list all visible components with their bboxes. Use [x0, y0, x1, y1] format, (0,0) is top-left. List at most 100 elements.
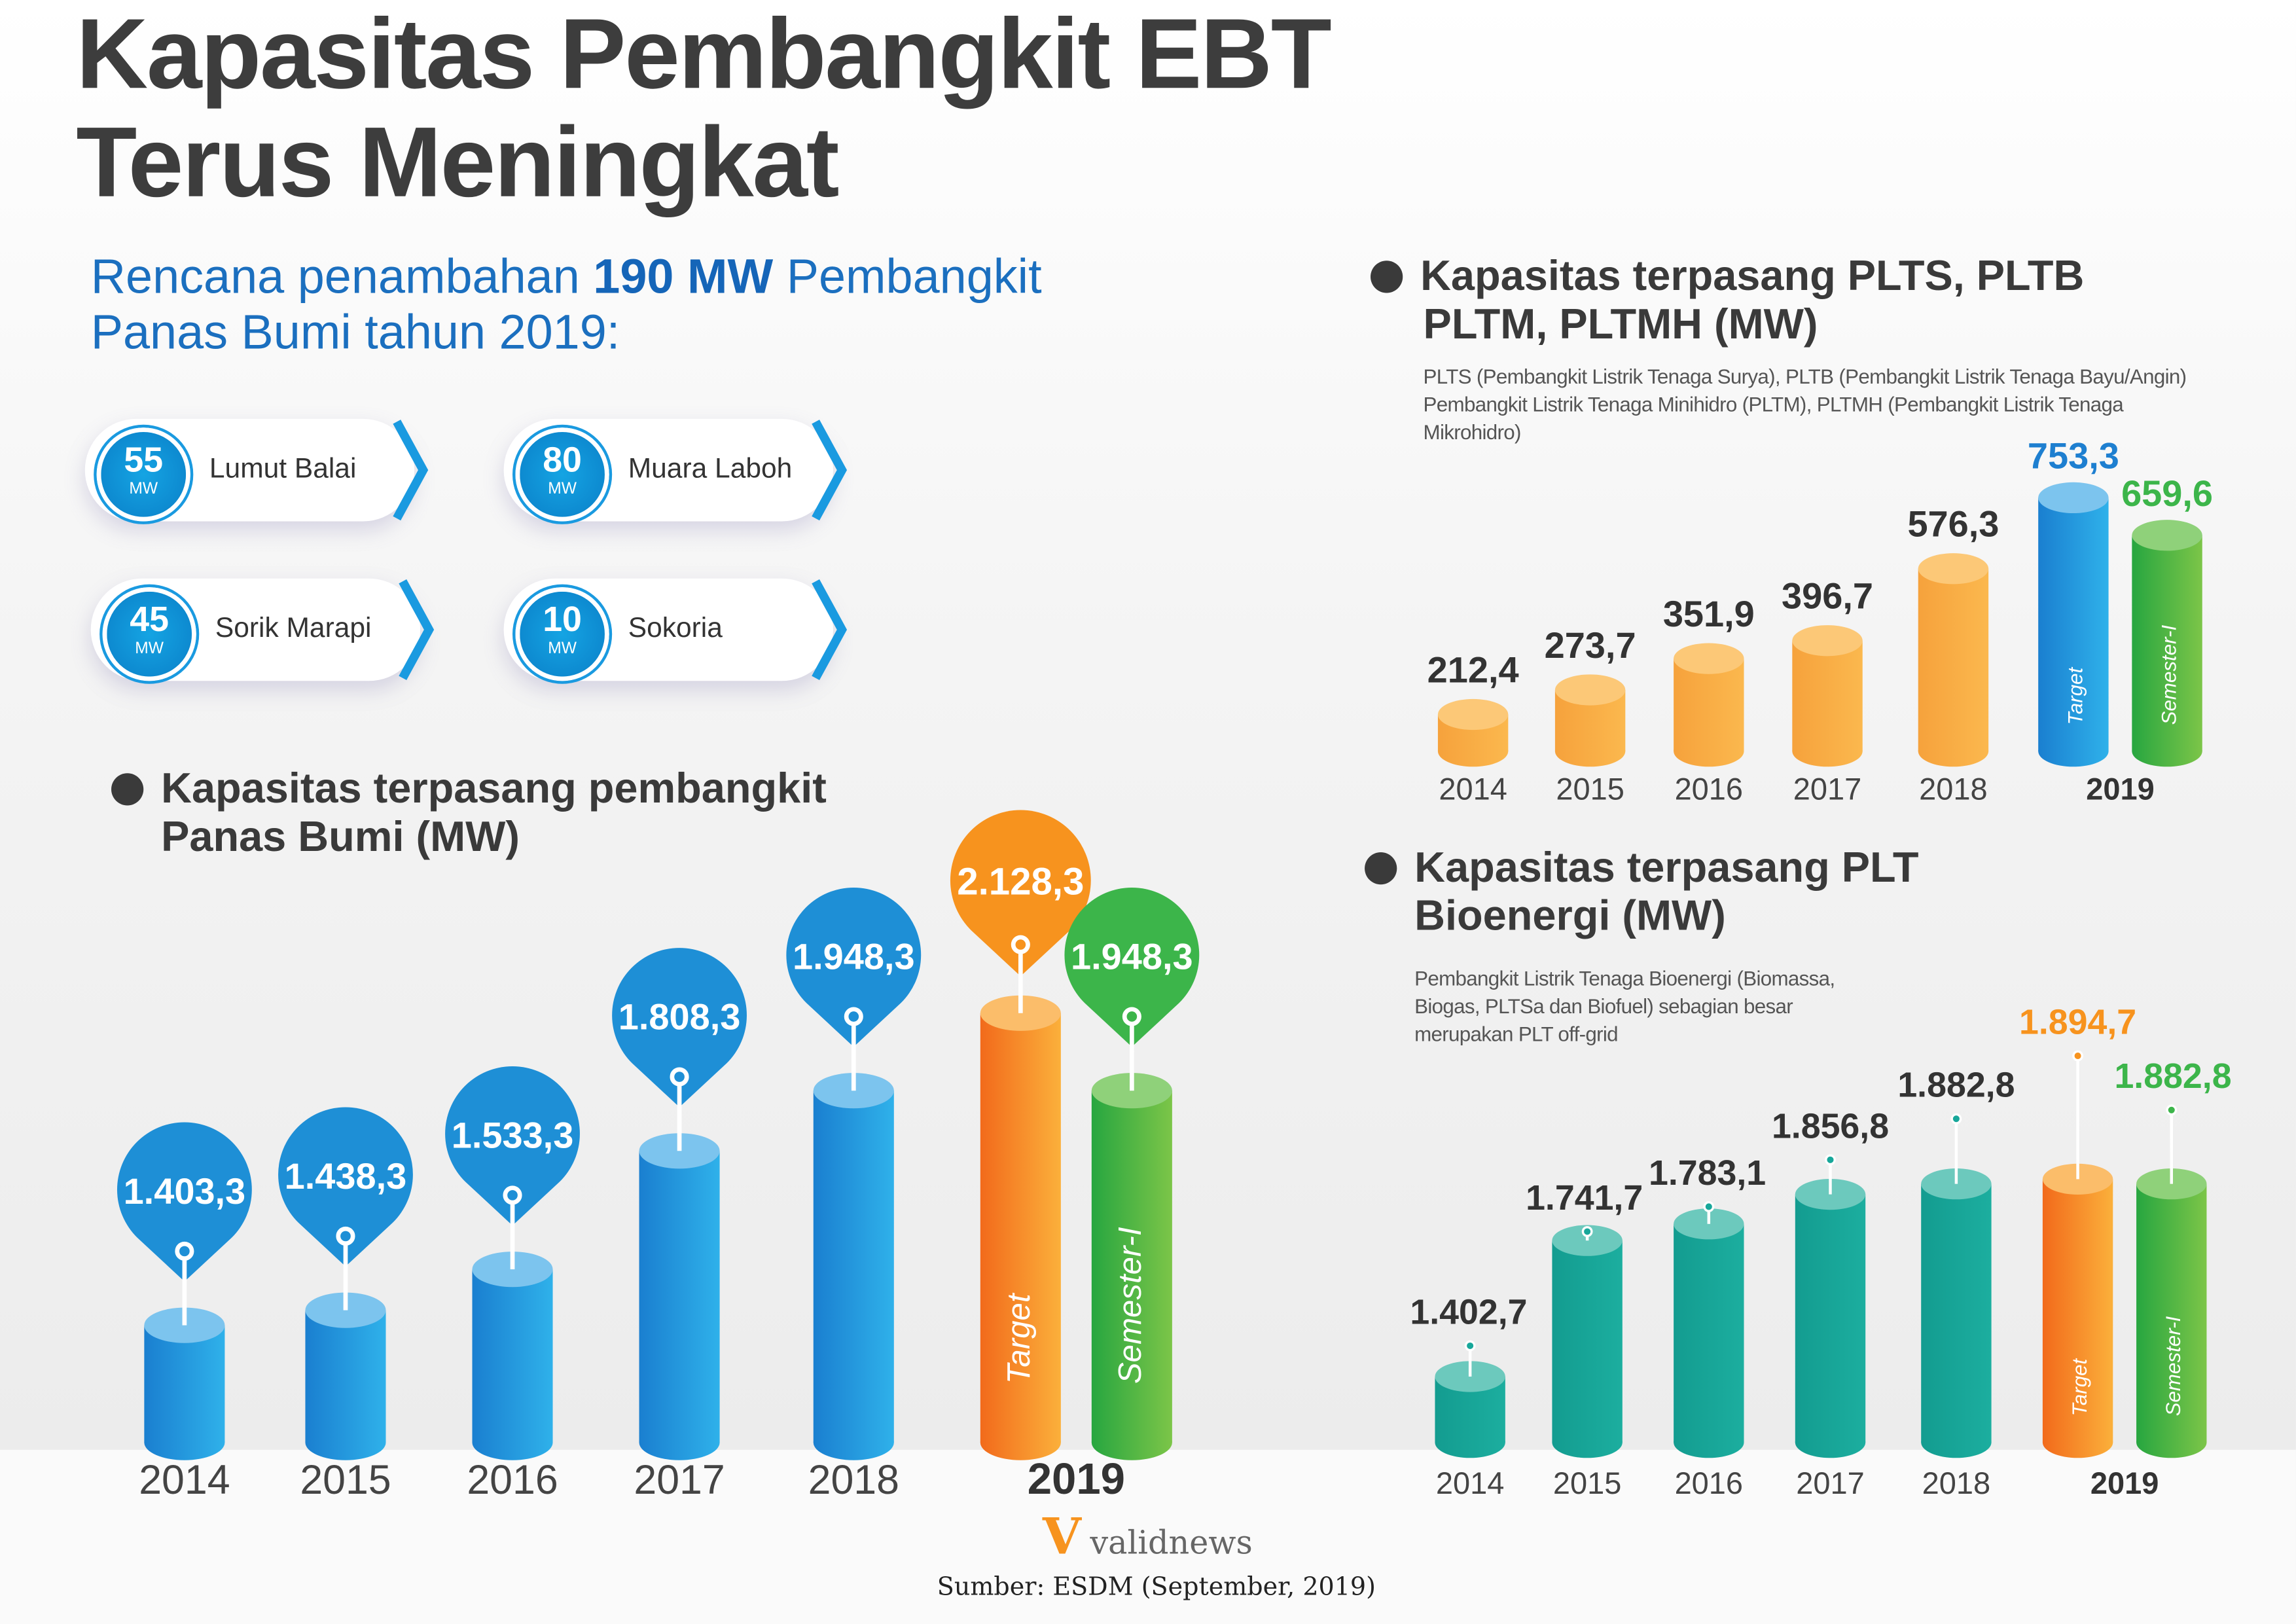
value-bubble	[1064, 888, 1200, 1047]
bar-1-4	[1918, 568, 1989, 751]
pin-dot	[1825, 1154, 1836, 1166]
plant-card: 55 MW Lumut Balai	[84, 418, 429, 522]
mw-value: 10	[543, 600, 582, 640]
mw-badge: 80 MW	[515, 427, 609, 522]
source-note: Sumber: ESDM (September, 2019)	[937, 1572, 1376, 1602]
year-label: 2016	[1675, 772, 1744, 806]
data-label: 212,4	[1427, 649, 1519, 690]
mw-value: 45	[130, 600, 170, 640]
series-label: Target	[1001, 1292, 1037, 1384]
data-label: 1.533,3	[452, 1114, 574, 1155]
note-line: merupakan PLT off-grid	[1414, 1022, 1619, 1046]
bar-1-6-top	[2132, 520, 2202, 551]
data-label: 1.402,7	[1410, 1292, 1527, 1331]
pin-dot	[336, 1226, 355, 1246]
year-label: 2017	[1796, 1466, 1865, 1500]
bar-2-5-base	[2042, 1427, 2113, 1458]
pin-dot	[2072, 1050, 2083, 1062]
bar-2-1-top	[1552, 1225, 1623, 1256]
bar-0-0	[144, 1325, 225, 1443]
series-label: Semester-I	[2162, 1316, 2185, 1416]
value-bubble	[950, 810, 1091, 977]
mw-unit: MW	[548, 640, 577, 658]
bar-1-2-top	[1674, 643, 1744, 674]
bar-2-6	[2136, 1183, 2207, 1443]
bar-2-4	[1921, 1183, 1992, 1443]
bar-1-5-top	[2038, 482, 2109, 514]
section-heading-plts: Kapasitas terpasang PLTS, PLTB PLTM, PLTM…	[1371, 253, 2084, 350]
heading-line: Kapasitas terpasang PLTS, PLTB	[1420, 253, 2085, 300]
bar-1-5	[2038, 497, 2109, 751]
bar-0-4-base	[813, 1424, 894, 1460]
chevron-right-icon	[812, 579, 848, 681]
plant-card: 80 MW Muara Laboh	[503, 418, 848, 522]
bar-1-3-top	[1792, 625, 1863, 657]
series-label: Target	[2064, 666, 2087, 725]
bar-1-0-top	[1437, 698, 1509, 731]
year-label-2019: 2019	[2086, 772, 2155, 806]
bar-2-6-base	[2136, 1427, 2207, 1458]
note-line: Mikrohidro)	[1423, 420, 1522, 444]
bar-2-1-base	[1552, 1427, 1623, 1458]
bar-1-1-base	[1554, 736, 1626, 767]
note-line: Biogas, PLTSa dan Biofuel) sebagian besa…	[1414, 994, 1793, 1018]
section-heading-panas-bumi: Kapasitas terpasang pembangkit Panas Bumi…	[111, 766, 827, 863]
chevron-right-icon	[393, 420, 429, 521]
pin-dot	[1703, 1201, 1715, 1212]
chevron-right-icon	[812, 420, 848, 521]
heading-line: Bioenergi (MW)	[1414, 893, 1726, 941]
series-label: Semester-I	[2157, 625, 2180, 725]
bar-0-3-base	[639, 1424, 720, 1460]
pin-dot	[175, 1241, 194, 1261]
series-label: Target	[2068, 1358, 2091, 1416]
mw-unit: MW	[129, 480, 158, 498]
plant-card: 45 MW Sorik Marapi	[90, 578, 435, 681]
value-bubble	[786, 888, 922, 1047]
plan-text: Panas Bumi tahun 2019:	[90, 304, 620, 359]
year-label: 2015	[1556, 772, 1624, 806]
note-line: PLTS (Pembangkit Listrik Tenaga Surya), …	[1423, 365, 2187, 388]
value-bubble	[278, 1107, 413, 1267]
note-line: Pembangkit Listrik Tenaga Minihidro (PLT…	[1423, 392, 2124, 416]
plan-text: Rencana penambahan	[90, 249, 594, 304]
data-label: 753,3	[2028, 435, 2119, 477]
year-label: 2017	[1793, 772, 1862, 806]
bar-1-6	[2132, 535, 2202, 751]
pin-dot	[503, 1185, 522, 1205]
year-label: 2015	[300, 1457, 391, 1503]
bar-2-2	[1674, 1223, 1744, 1443]
pin-dot	[1950, 1113, 1962, 1125]
bar-2-4-base	[1921, 1427, 1992, 1458]
mw-badge: 45 MW	[102, 587, 196, 681]
title-line-1: Kapasitas Pembangkit EBT	[76, 0, 1331, 110]
data-label: 1.856,8	[1772, 1106, 1889, 1146]
bar-0-3-top	[639, 1133, 720, 1169]
year-label: 2018	[1919, 772, 1988, 806]
data-label: 1.741,7	[1526, 1178, 1643, 1218]
data-label: 2.128,3	[957, 861, 1084, 903]
data-label: 1.808,3	[619, 996, 741, 1038]
data-label: 1.894,7	[2019, 1002, 2136, 1041]
mw-badge: 55 MW	[96, 427, 190, 522]
pin-dot	[1122, 1007, 1141, 1026]
bar-2-0-base	[1435, 1427, 1505, 1458]
data-label: 1.403,3	[124, 1170, 246, 1212]
bullet-icon	[1365, 852, 1397, 885]
data-label: 1.783,1	[1649, 1153, 1766, 1193]
heading-line: Kapasitas terpasang PLT	[1414, 844, 1919, 892]
bio-note: Pembangkit Listrik Tenaga Bioenergi (Bio…	[1414, 965, 1835, 1049]
mw-value: 80	[543, 441, 582, 480]
bar-2-1	[1552, 1240, 1623, 1443]
bar-1-4-top	[1918, 553, 1989, 585]
bar-0-2	[472, 1269, 553, 1443]
bar-0-1	[305, 1310, 386, 1443]
pin-dot	[1464, 1340, 1476, 1352]
value-bubble	[117, 1122, 252, 1282]
bar-0-5-top	[980, 995, 1061, 1031]
series-label: Semester-I	[1112, 1227, 1148, 1384]
page-title: Kapasitas Pembangkit EBT Terus Meningkat	[76, 0, 1331, 217]
pin-dot	[1011, 935, 1030, 954]
